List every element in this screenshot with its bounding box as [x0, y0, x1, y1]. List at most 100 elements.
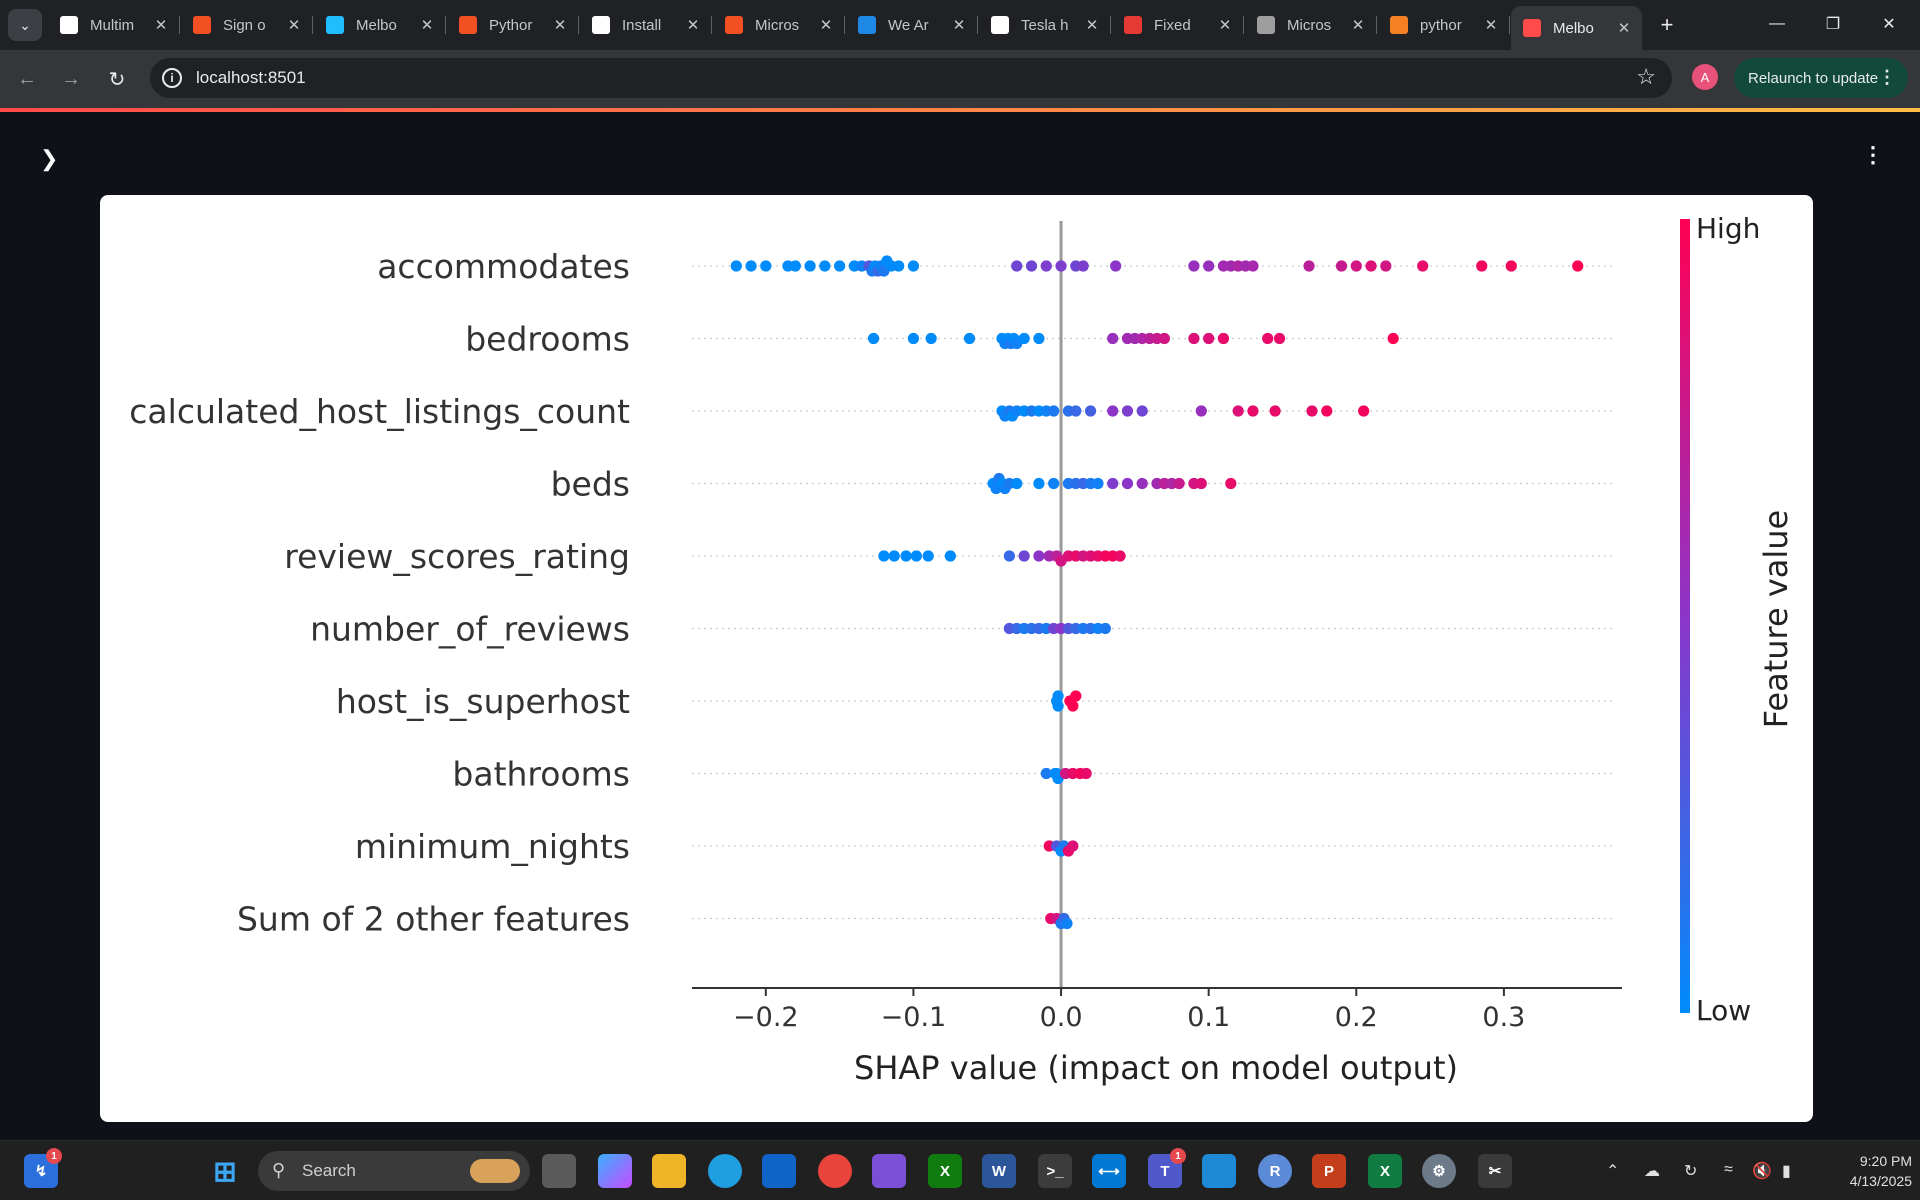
- sidebar-expand-icon[interactable]: ❯: [40, 146, 59, 171]
- restore-icon[interactable]: ❐: [1825, 16, 1841, 33]
- tab-close-icon[interactable]: ✕: [553, 17, 567, 34]
- browser-tab[interactable]: Melbo ✕: [1511, 6, 1642, 50]
- shap-point: [804, 260, 816, 272]
- terminal-icon[interactable]: >_: [1038, 1154, 1072, 1188]
- minimize-icon[interactable]: —: [1769, 15, 1785, 32]
- taskbar-clock[interactable]: 9:20 PM 4/13/2025: [1812, 1151, 1912, 1191]
- shap-point: [1040, 260, 1052, 272]
- browser-toolbar: ← → ↻ i localhost:8501 ☆ A Relaunch to u…: [0, 50, 1920, 108]
- tab-separator: [578, 16, 579, 34]
- app-icon[interactable]: [872, 1154, 906, 1188]
- shap-point: [1048, 405, 1060, 417]
- start-icon[interactable]: ⊞: [213, 1155, 237, 1187]
- tab-close-icon[interactable]: ✕: [952, 17, 966, 34]
- taskbar-search[interactable]: ⚲ Search: [258, 1151, 530, 1191]
- shap-point: [1067, 840, 1079, 852]
- feature-label: beds: [551, 465, 630, 504]
- bookmark-star-icon[interactable]: ☆: [1636, 64, 1656, 89]
- onedrive-icon[interactable]: ☁: [1644, 1163, 1660, 1180]
- tab-separator: [1110, 16, 1111, 34]
- new-tab-icon[interactable]: +: [1660, 12, 1674, 37]
- tab-close-icon[interactable]: ✕: [154, 17, 168, 34]
- tab-separator: [1509, 16, 1510, 34]
- word-icon[interactable]: W: [982, 1154, 1016, 1188]
- chatgpt-icon: [592, 16, 610, 34]
- feature-label: Sum of 2 other features: [237, 900, 630, 939]
- tab-close-icon[interactable]: ✕: [420, 17, 434, 34]
- notepad-icon[interactable]: [1202, 1154, 1236, 1188]
- shap-point: [1188, 332, 1200, 345]
- vscode-icon[interactable]: ⟷: [1092, 1154, 1126, 1188]
- tab-close-icon[interactable]: ✕: [1218, 17, 1232, 34]
- edge-icon[interactable]: [708, 1154, 742, 1188]
- tab-close-icon[interactable]: ✕: [819, 17, 833, 34]
- volume-muted-icon[interactable]: 🔇: [1752, 1163, 1772, 1180]
- file-explorer-icon[interactable]: [652, 1154, 686, 1188]
- shap-point: [1011, 260, 1023, 272]
- microsoft-icon: [193, 16, 211, 34]
- tab-separator: [711, 16, 712, 34]
- tab-close-icon[interactable]: ✕: [1085, 17, 1099, 34]
- browser-tab[interactable]: We Ar ✕: [846, 6, 978, 44]
- r-icon[interactable]: R: [1258, 1154, 1292, 1188]
- browser-tab[interactable]: Micros ✕: [1245, 6, 1377, 44]
- store-icon[interactable]: [762, 1154, 796, 1188]
- tab-close-icon[interactable]: ✕: [686, 17, 700, 34]
- shap-point: [1417, 260, 1429, 272]
- tab-close-icon[interactable]: ✕: [1351, 17, 1365, 34]
- browser-tab[interactable]: Pythor ✕: [447, 6, 579, 44]
- tab-close-icon[interactable]: ✕: [1484, 17, 1498, 34]
- shap-point: [1203, 332, 1215, 345]
- forward-icon[interactable]: →: [61, 67, 81, 90]
- wifi-icon[interactable]: ≈: [1724, 1161, 1733, 1178]
- shap-point: [1052, 690, 1064, 702]
- shap-point: [1084, 405, 1097, 417]
- address-bar[interactable]: i localhost:8501 ☆: [150, 58, 1672, 98]
- close-window-icon[interactable]: ✕: [1882, 16, 1896, 33]
- browser-tab[interactable]: Melbo ✕: [314, 6, 446, 44]
- browser-tabstrip: ⌄ Multim ✕ Sign o ✕ Melbo ✕ Pythor ✕ Install ✕ Mic…: [0, 0, 1920, 50]
- tab-separator: [445, 16, 446, 34]
- task-view-icon[interactable]: [542, 1154, 576, 1188]
- reload-icon[interactable]: ↻: [108, 68, 126, 91]
- settings-icon[interactable]: ⚙: [1422, 1154, 1456, 1188]
- tab-close-icon[interactable]: ✕: [1617, 20, 1631, 37]
- tab-label: Micros: [755, 16, 800, 34]
- xbox-icon[interactable]: X: [928, 1154, 962, 1188]
- browser-tab[interactable]: Install ✕: [580, 6, 712, 44]
- browser-tab[interactable]: Micros ✕: [713, 6, 845, 44]
- relaunch-button[interactable]: Relaunch to update ⋮: [1734, 58, 1908, 98]
- shap-point: [1247, 260, 1259, 272]
- copilot-icon[interactable]: [598, 1154, 632, 1188]
- back-icon[interactable]: ←: [17, 67, 37, 90]
- tab-label: Fixed: [1154, 16, 1191, 34]
- profile-avatar[interactable]: A: [1692, 64, 1718, 90]
- app-main-menu-icon[interactable]: ⋮: [1862, 142, 1884, 167]
- sync-icon[interactable]: ↻: [1684, 1163, 1698, 1180]
- tab-separator: [1376, 16, 1377, 34]
- browser-tab[interactable]: Fixed ✕: [1112, 6, 1244, 44]
- browser-tab[interactable]: Tesla h ✕: [979, 6, 1111, 44]
- shap-point: [1121, 405, 1134, 417]
- search-highlight-image: [470, 1159, 520, 1183]
- feature-label: bathrooms: [452, 755, 630, 794]
- colorbar: [1680, 219, 1690, 1013]
- excel-icon[interactable]: X: [1368, 1154, 1402, 1188]
- stackoverflow-icon: [1390, 16, 1408, 34]
- shap-point: [922, 550, 934, 562]
- tab-search-icon[interactable]: ⌄: [8, 9, 42, 41]
- tray-chevron-icon[interactable]: ⌃: [1606, 1163, 1620, 1180]
- chrome-icon[interactable]: [818, 1154, 852, 1188]
- site-info-icon[interactable]: i: [162, 68, 182, 88]
- widgets-icon[interactable]: ↯ 1: [24, 1148, 62, 1188]
- shap-point: [1092, 477, 1104, 490]
- tab-close-icon[interactable]: ✕: [287, 17, 301, 34]
- battery-icon[interactable]: ▮: [1782, 1163, 1791, 1180]
- browser-tab[interactable]: pythor ✕: [1378, 6, 1510, 44]
- shap-point: [1158, 332, 1170, 345]
- powerpoint-icon[interactable]: P: [1312, 1154, 1346, 1188]
- snipping-tool-icon[interactable]: ✂: [1478, 1154, 1512, 1188]
- browser-tab[interactable]: Sign o ✕: [181, 6, 313, 44]
- browser-tab[interactable]: Multim ✕: [48, 6, 180, 44]
